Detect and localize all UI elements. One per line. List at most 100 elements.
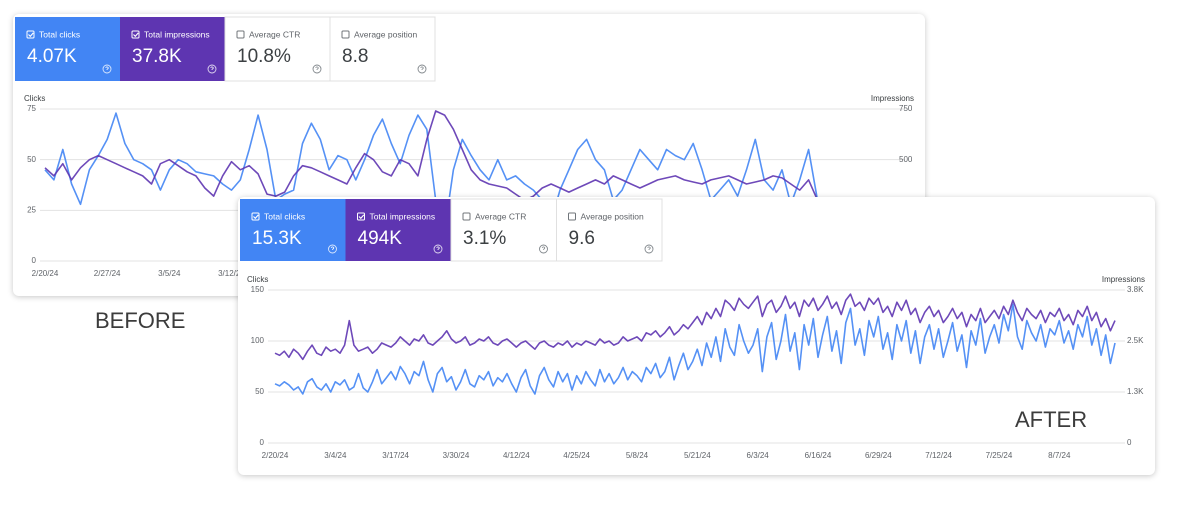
x-tick-label: 3/5/24: [158, 269, 181, 278]
card-bg: [224, 16, 331, 82]
y2-axis-label: Impressions: [1102, 275, 1145, 284]
help-icon-mark: [420, 66, 424, 70]
help-icon: [539, 244, 548, 254]
y2-tick-label: 1.3K: [1127, 387, 1144, 396]
card-bg: [329, 16, 436, 82]
series-line: [274, 303, 1116, 395]
help-icon: [328, 244, 337, 254]
metric-card: Total impressions 494K: [345, 199, 451, 261]
x-tick-label: 6/16/24: [805, 451, 832, 460]
annotation: AFTER: [1015, 407, 1087, 432]
metric-card: Average position 8.8: [329, 16, 436, 82]
metric-value: 4.07K: [27, 46, 77, 67]
x-tick-label: 2/27/24: [94, 269, 121, 278]
metric-value: 15.3K: [252, 228, 302, 249]
x-tick-label: 3/12/24: [218, 269, 245, 278]
y-tick-label: 50: [255, 387, 264, 396]
card-bg: [120, 17, 225, 81]
x-tick-label: 3/17/24: [382, 451, 409, 460]
card-bg: [240, 199, 346, 261]
y-tick-label: 100: [251, 336, 265, 345]
x-tick-label: 6/29/24: [865, 451, 892, 460]
help-icon-mark: [210, 66, 214, 70]
help-icon-mark: [436, 246, 440, 250]
x-tick-label: 7/12/24: [925, 451, 952, 460]
y2-tick-label: 2.5K: [1127, 336, 1144, 345]
help-icon: [417, 64, 427, 74]
check-mark: [358, 214, 365, 220]
y2-tick-label: 500: [899, 155, 913, 164]
checkbox: [462, 212, 471, 221]
x-tick-label: 2/20/24: [262, 451, 289, 460]
check-mark: [28, 32, 34, 38]
help-icon-mark: [315, 66, 319, 70]
x-tick-label: 7/25/24: [986, 451, 1013, 460]
y2-tick-label: 750: [899, 104, 913, 113]
x-tick-label: 5/8/24: [626, 451, 649, 460]
checkbox: [236, 30, 245, 39]
y2-axis-label: Impressions: [871, 94, 914, 103]
metric-card: Average CTR 10.8%: [224, 16, 331, 82]
checkbox: [131, 30, 140, 39]
metric-name: Total clicks: [39, 29, 80, 39]
metric-value: 8.8: [342, 46, 368, 67]
help-icon-mark: [647, 246, 651, 250]
help-icon-mark: [105, 66, 109, 70]
help-icon: [433, 244, 443, 254]
metric-value: 10.8%: [237, 46, 291, 67]
y-tick-label: 150: [251, 285, 265, 294]
x-tick-label: 6/3/24: [747, 451, 770, 460]
search-console-panel: 0 50 100 150 0 1.3K 2.5K 3.8K Clicks Impressions 2…: [238, 197, 1155, 475]
x-tick-label: 3/30/24: [443, 451, 470, 460]
check-mark: [253, 214, 259, 220]
panel-bg: [238, 197, 1155, 475]
y2-tick-label: 3.8K: [1127, 285, 1144, 294]
metric-card: Total clicks 15.3K: [240, 199, 346, 261]
card-bg: [345, 199, 451, 261]
metric-name: Total clicks: [264, 211, 305, 221]
y-axis-label: Clicks: [247, 275, 268, 284]
checkbox: [251, 212, 260, 221]
y-axis-label: Clicks: [24, 94, 45, 103]
metric-card: Average position 9.6: [556, 198, 663, 262]
check-mark: [133, 32, 139, 38]
card-bg: [450, 198, 557, 262]
metric-card: Total clicks 4.07K: [15, 17, 120, 81]
metric-card: Average CTR 3.1%: [450, 198, 557, 262]
help-icon: [207, 64, 217, 74]
y-tick-label: 50: [27, 155, 36, 164]
metric-name: Average position: [581, 211, 644, 221]
metric-name: Average CTR: [475, 211, 526, 221]
x-tick-label: 5/21/24: [684, 451, 711, 460]
metric-value: 37.8K: [132, 46, 182, 67]
series-line: [44, 110, 819, 201]
checkbox: [341, 30, 350, 39]
metric-value: 3.1%: [463, 228, 506, 249]
metric-name: Average position: [354, 29, 417, 39]
series-line: [274, 293, 1116, 361]
x-tick-label: 4/12/24: [503, 451, 530, 460]
card-bg: [15, 17, 120, 81]
y-tick-label: 25: [27, 205, 36, 214]
metric-value: 9.6: [569, 228, 595, 249]
help-icon: [102, 64, 112, 74]
x-tick-label: 4/25/24: [563, 451, 590, 460]
annotation: BEFORE: [95, 308, 185, 333]
x-tick-label: 2/20/24: [32, 269, 59, 278]
checkbox: [568, 212, 576, 221]
metric-value: 494K: [358, 228, 403, 249]
y-tick-label: 75: [27, 104, 36, 113]
y-tick-label: 0: [260, 438, 265, 447]
help-icon: [644, 244, 654, 254]
checkbox: [357, 212, 365, 221]
x-tick-label: 3/4/24: [324, 451, 347, 460]
help-icon-mark: [541, 246, 546, 250]
x-tick-label: 8/7/24: [1048, 451, 1071, 460]
series-line: [44, 112, 819, 232]
metric-card: Total impressions 37.8K: [120, 17, 225, 81]
y-tick-label: 0: [32, 256, 37, 265]
metric-name: Average CTR: [249, 29, 300, 39]
y2-tick-label: 0: [1127, 438, 1132, 447]
checkbox: [26, 30, 35, 39]
